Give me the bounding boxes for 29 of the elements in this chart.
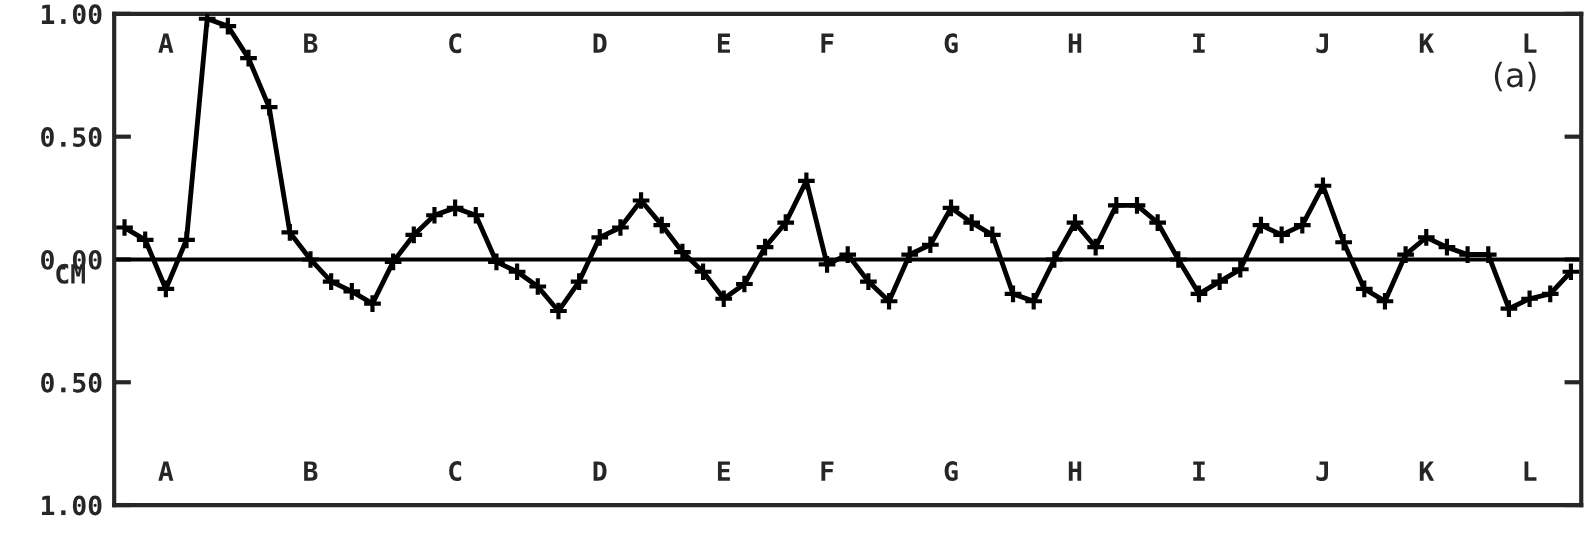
x-tick-label: K bbox=[1419, 461, 1435, 481]
x-tick-label: J bbox=[1316, 461, 1328, 482]
category-label: K bbox=[1419, 33, 1435, 53]
category-label: J bbox=[1316, 33, 1328, 54]
category-label: B bbox=[304, 33, 318, 53]
x-tick-label: I bbox=[1193, 461, 1205, 481]
x-tick-label: E bbox=[717, 461, 730, 481]
x-tick-label: F bbox=[821, 461, 834, 481]
category-label: I bbox=[1193, 33, 1205, 53]
category-label: C bbox=[449, 33, 462, 54]
y-tick-label: 1.00 bbox=[41, 495, 102, 516]
x-tick-label: G bbox=[944, 461, 958, 482]
category-label: D bbox=[593, 33, 607, 53]
x-tick-label: B bbox=[304, 461, 318, 481]
category-label: F bbox=[821, 33, 834, 53]
annotation: (a) bbox=[1494, 61, 1536, 92]
x-tick-label: H bbox=[1068, 461, 1082, 481]
y-tick-label: 1.00 bbox=[41, 4, 102, 25]
category-label: G bbox=[944, 33, 958, 54]
x-tick-label: C bbox=[449, 461, 462, 482]
y-tick-label: 0.50 bbox=[41, 372, 102, 393]
category-label: A bbox=[158, 33, 174, 53]
category-label: L bbox=[1524, 33, 1537, 53]
y-tick-label: 0.50 bbox=[41, 127, 102, 148]
category-label: E bbox=[717, 33, 730, 53]
category-label: H bbox=[1068, 33, 1082, 53]
x-tick-label: A bbox=[158, 461, 174, 481]
x-tick-label: D bbox=[593, 461, 607, 481]
x-tick-label: L bbox=[1524, 461, 1537, 481]
